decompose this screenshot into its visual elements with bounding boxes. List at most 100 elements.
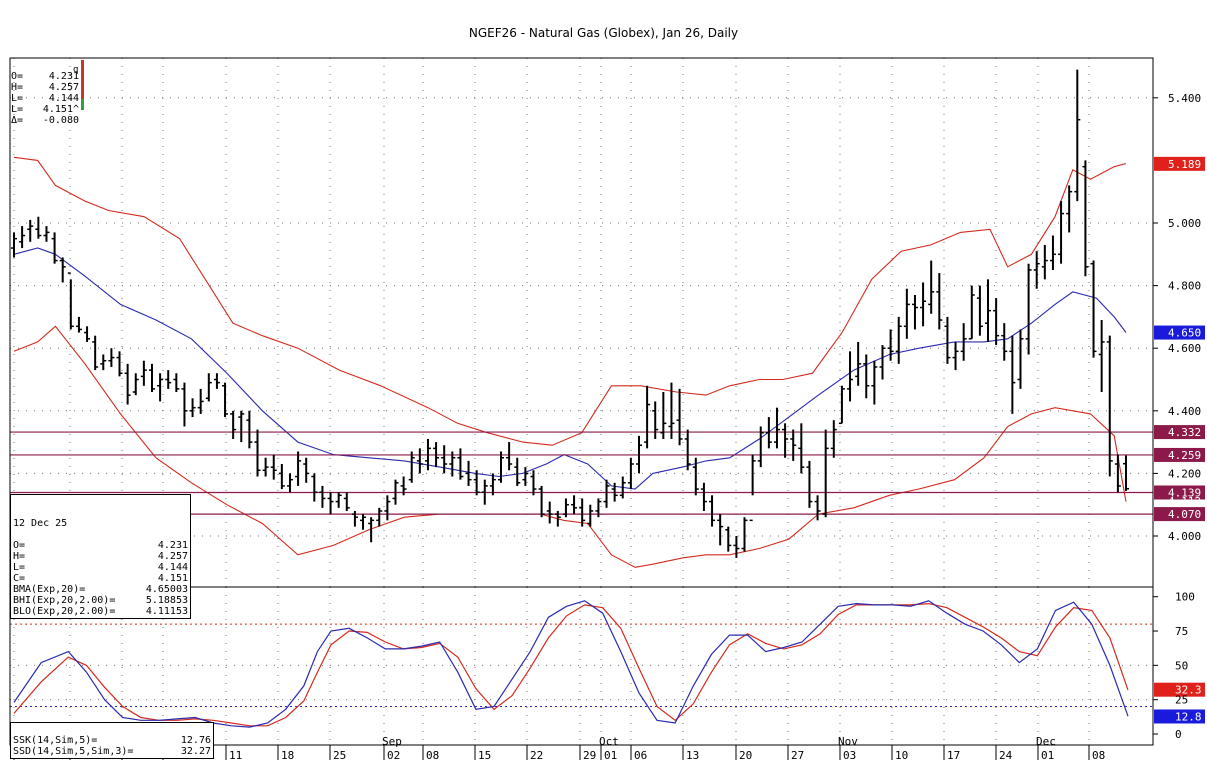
stoch-tick-label: 0 [1175,728,1182,741]
stoch-tick-label: 75 [1175,625,1188,638]
ohlc-bar [684,429,691,471]
y-tick-label: 5.000 [1168,217,1201,230]
stoch-info-key: SSD(14,Sim,5,Sim,3)= [13,746,134,757]
ohlc-bar [717,514,724,546]
ohlc-bar [1074,69,1081,202]
readout-row: Δ= -0.080 [11,115,79,126]
ohlc-bar [457,448,464,480]
ohlc-bar [100,354,107,371]
ohlc-bar [116,351,123,377]
ohlc-bar [230,410,237,439]
readout-color-marker [81,60,84,110]
stoch-info-key: SSK(14,Sim,5)= [13,735,98,746]
readout-value: 4.257 [48,82,79,93]
sk-value-tag [1154,709,1205,724]
readout-value: 4.231 [48,71,79,82]
ohlc-bar [157,373,164,402]
readout-row: L= 4.151^ [11,104,79,115]
stoch-tick-label: 25 [1175,694,1188,707]
ohlc-bar [384,495,391,521]
ohlc-bar [806,460,813,508]
ohlc-bar [741,517,748,552]
ohlc-bar [181,382,188,427]
ohlc-bar [408,451,415,483]
grid-layer [10,58,1153,745]
ohlc-bar [140,360,147,386]
ohlc-bar [1098,320,1105,393]
ohlc-bar [798,423,805,474]
ohlc-bar [246,410,253,449]
ohlc-bar [993,298,1000,346]
ohlc-bar [928,260,935,314]
ohlc-bar [968,285,975,340]
ohlc-bar [530,470,537,496]
readout-key: Δ= [11,115,24,126]
ohlc-bar [498,451,505,483]
info-date: 12 Dec 25 [13,518,68,529]
ohlc-bar [522,467,529,486]
ohlc-bar [660,392,667,439]
month-label: Oct [599,735,619,748]
readout-value: 4.144 [48,93,79,104]
ohlc-bar [238,410,245,443]
ohlc-bar [433,442,440,468]
ohlc-bar [822,429,829,518]
ohlc-bar [635,435,642,474]
ohlc-bar [165,370,172,389]
ohlc-bar [765,417,772,449]
ohlc-bars [11,69,1129,558]
x-tick-label: 08 [426,749,439,762]
ohlc-readout: O= 4.231 H= 4.257 L= 4.144 L= 4.151^ Δ= -0.080 q [11,60,84,126]
info-key: C= [13,573,26,584]
ohlc-bar [814,495,821,521]
ohlc-bar [286,473,293,493]
price-level-label: 4.139 [1168,486,1201,499]
sd-value-tag [1154,682,1205,697]
ohlc-bar [692,457,699,496]
info-value: 4.11153 [145,606,188,617]
x-tick-label: 17 [947,749,960,762]
month-label: Nov [838,735,858,748]
info-value: 4.144 [157,562,188,573]
stoch-tick-label: 50 [1175,659,1188,672]
ohlc-bar [749,454,756,522]
x-tick-label: 06 [634,749,647,762]
ohlc-bar [465,460,472,486]
info-row: C= 4.151 [13,573,188,584]
ohlc-bar [1082,160,1089,277]
info-key: BMA(Exp,20)= [13,584,86,595]
ohlc-bar [449,451,456,477]
ohlc-bar [84,326,91,342]
info-value: 4.151 [157,573,188,584]
info-key: BHI(Exp,20,2.00)= [13,595,116,606]
ohlc-bar [43,226,50,242]
x-tick-label: 25 [333,749,346,762]
stoch-info-value: 32.27 [180,746,211,757]
ohlc-bar [376,507,383,527]
band-value-tag [1154,156,1205,171]
ohlc-bar [1049,235,1056,270]
ohlc-bar [311,473,318,502]
y-tick-label: 4.400 [1168,405,1201,418]
ohlc-bar [59,257,66,283]
ohlc-bar [554,510,561,527]
price-level-tag [1154,507,1205,522]
info-value: 4.231 [157,540,188,551]
info-row: H= 4.257 [13,551,188,562]
readout-key: L= [11,104,24,115]
info-value: 4.257 [157,551,188,562]
ohlc-bar [936,273,943,330]
ohlc-bar [51,232,58,264]
ohlc-bar [1041,244,1048,280]
ohlc-bar [790,429,797,461]
ohlc-bar [1025,263,1032,355]
axes-layer: 1421280111182502081522290106132027031017… [9,57,1201,762]
x-tick-label: 01 [1041,749,1054,762]
ohlc-bar [952,341,959,371]
horizontal-lines: 4.332 4.259 4.139 4.070 5.189 4.650 [10,156,1205,522]
stoch-info-row: SSK(14,Sim,5)= 12.76 [13,735,211,746]
bollinger-bands [13,156,1127,568]
x-tick-label: 10 [895,749,908,762]
stoch-tick-label: 100 [1175,591,1195,604]
ohlc-bar [189,398,196,418]
